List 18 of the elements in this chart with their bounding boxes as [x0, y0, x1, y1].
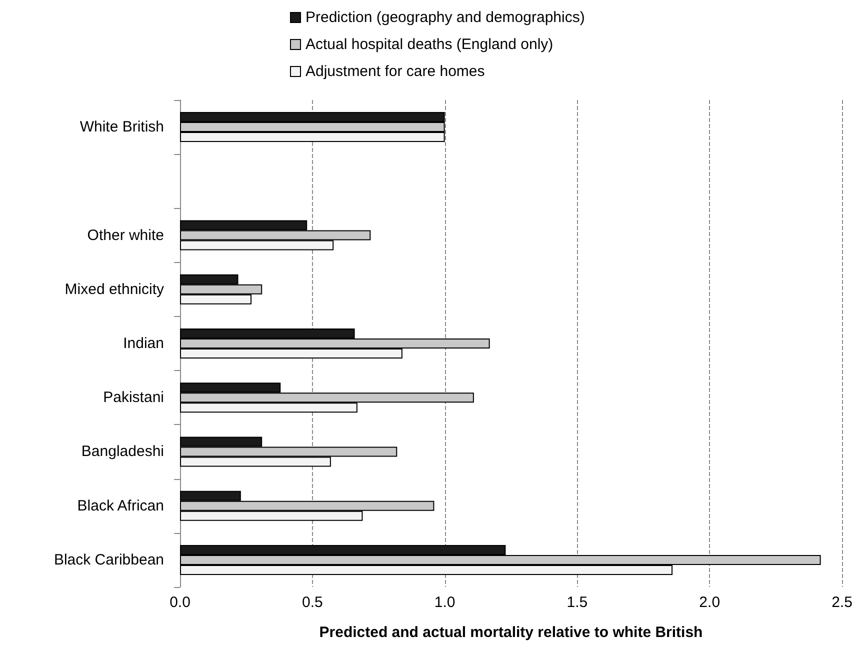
y-tick-label: Other white	[87, 226, 164, 244]
x-axis-title: Predicted and actual mortality relative to white British	[319, 624, 703, 641]
legend-label: Adjustment for care homes	[306, 63, 485, 80]
x-tick-label: 1.5	[566, 594, 588, 611]
y-tick-label: Mixed ethnicity	[64, 280, 164, 298]
y-tick-label: Bangladeshi	[81, 443, 164, 460]
y-tick-label: Indian	[123, 335, 164, 352]
x-tick-label: 0.5	[302, 594, 323, 611]
y-tick-label: White British	[80, 118, 164, 136]
x-tick-label: 0.0	[170, 594, 190, 611]
y-tick-label: Black Caribbean	[54, 551, 164, 568]
x-tick-label: 2.5	[832, 594, 852, 611]
y-tick-label: Pakistani	[103, 389, 164, 406]
x-tick-label: 2.0	[699, 594, 720, 611]
y-tick-label: Black African	[77, 497, 164, 514]
x-tick-label: 1.0	[434, 594, 456, 611]
legend-label: Prediction (geography and demographics)	[306, 9, 585, 26]
legend-label: Actual hospital deaths (England only)	[306, 36, 554, 53]
